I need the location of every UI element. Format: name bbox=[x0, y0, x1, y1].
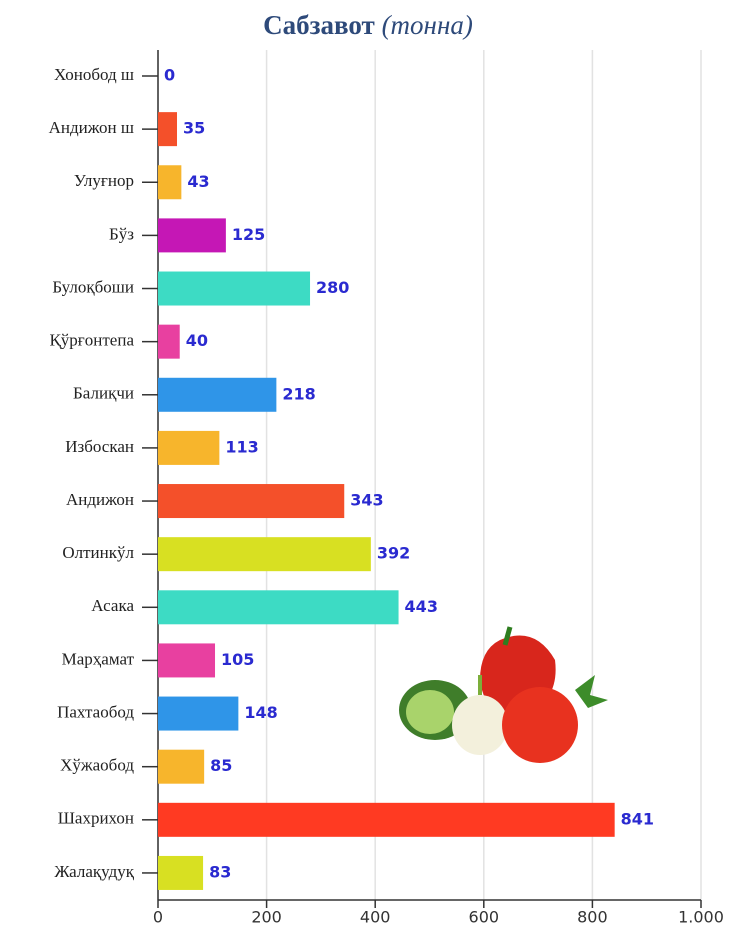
chart-title: Сабзавот (тонна) bbox=[263, 10, 473, 40]
value-label: 125 bbox=[232, 225, 265, 244]
y-tick-label: Олтинкўл bbox=[62, 543, 134, 562]
bar bbox=[158, 271, 311, 306]
value-label: 0 bbox=[164, 66, 175, 85]
value-label: 105 bbox=[221, 650, 254, 669]
y-tick-label: Шахрихон bbox=[58, 809, 134, 828]
value-label: 43 bbox=[187, 172, 209, 191]
bar bbox=[158, 643, 216, 678]
y-tick-label: Марҳамат bbox=[62, 649, 135, 668]
y-tick-label: Жалақудуқ bbox=[54, 862, 134, 881]
value-label: 343 bbox=[350, 491, 383, 510]
x-tick-label: 200 bbox=[251, 908, 282, 927]
bar bbox=[158, 696, 239, 731]
value-label: 280 bbox=[316, 278, 349, 297]
value-label: 443 bbox=[405, 597, 438, 616]
value-label: 35 bbox=[183, 119, 205, 138]
value-label: 83 bbox=[209, 862, 231, 881]
x-tick-label: 800 bbox=[577, 908, 608, 927]
value-label: 148 bbox=[244, 703, 277, 722]
bar bbox=[158, 112, 178, 147]
y-tick-label: Асака bbox=[91, 596, 134, 615]
y-tick-label: Улуғнор bbox=[74, 171, 134, 190]
title: Сабзавот bbox=[263, 10, 375, 40]
bar bbox=[158, 324, 180, 359]
y-tick-label: Балиқчи bbox=[73, 384, 134, 403]
value-label: 392 bbox=[377, 544, 410, 563]
y-tick-label: Андижон bbox=[66, 490, 134, 509]
bar bbox=[158, 484, 345, 519]
y-tick-label: Избоскан bbox=[65, 437, 134, 456]
bar bbox=[158, 749, 205, 784]
bar bbox=[158, 537, 371, 572]
y-tick-label: Хўжаобод bbox=[60, 756, 134, 775]
bar bbox=[158, 165, 182, 200]
y-tick-label: Хонобод ш bbox=[54, 65, 134, 84]
y-tick-label: Пахтаобод bbox=[57, 702, 134, 721]
value-label: 218 bbox=[282, 384, 315, 403]
bar bbox=[158, 855, 204, 890]
x-tick-label: 400 bbox=[360, 908, 391, 927]
subtitle: (тонна) bbox=[382, 10, 473, 40]
value-label: 40 bbox=[186, 331, 208, 350]
bar bbox=[158, 377, 277, 412]
bar bbox=[158, 218, 226, 253]
vegetables-illustration bbox=[399, 626, 608, 763]
y-tick-label: Андижон ш bbox=[49, 118, 134, 137]
y-tick-label: Қўрғонтепа bbox=[49, 331, 134, 350]
bar bbox=[158, 430, 220, 465]
y-tick-label: Бўз bbox=[109, 224, 134, 243]
value-label: 841 bbox=[621, 809, 654, 828]
bar bbox=[158, 802, 615, 837]
x-tick-label: 1.000 bbox=[678, 908, 724, 927]
value-label: 85 bbox=[210, 756, 232, 775]
bar bbox=[158, 590, 399, 625]
y-tick-label: Булоқбоши bbox=[52, 277, 134, 296]
value-label: 113 bbox=[225, 437, 258, 456]
x-tick-label: 0 bbox=[153, 908, 163, 927]
x-tick-label: 600 bbox=[469, 908, 500, 927]
